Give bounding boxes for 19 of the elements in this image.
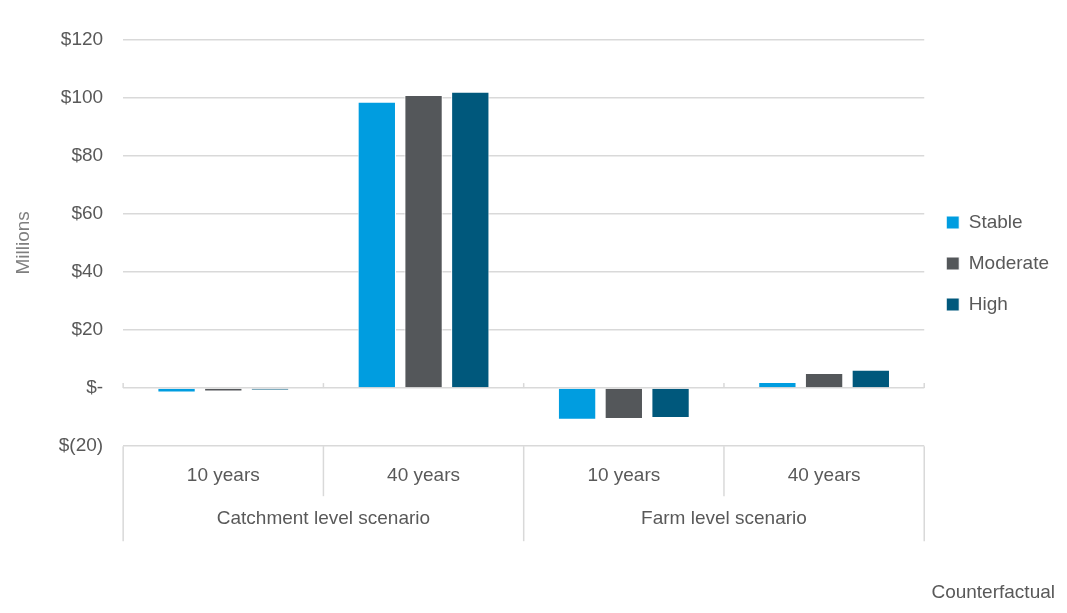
y-tick-label: $120 (60, 27, 104, 49)
y-tick-label: $(20) (58, 434, 104, 456)
x-tick-label: 40 years (387, 463, 460, 485)
text: Catchment level scenario (216, 507, 431, 529)
y-tick-label: $80 (71, 143, 104, 165)
legend-label: Moderate (968, 251, 1050, 273)
y-tick-label: $60 (71, 201, 104, 223)
text: Counterfactual (931, 581, 1055, 603)
y-tick-label: $- (86, 376, 104, 398)
x-tick-label: 40 years (787, 463, 861, 485)
legend-label: High (968, 292, 1008, 314)
y-tick-label: $100 (60, 85, 104, 107)
y-tick-label: $20 (71, 318, 104, 340)
legend-label: Stable (968, 210, 1023, 232)
x-tick-label: 10 years (587, 463, 661, 485)
y-axis-title: Millions (11, 211, 33, 275)
y-tick-label: $40 (71, 260, 104, 282)
text: Farm level scenario (641, 507, 807, 529)
x-tick-label: 10 years (186, 463, 260, 485)
